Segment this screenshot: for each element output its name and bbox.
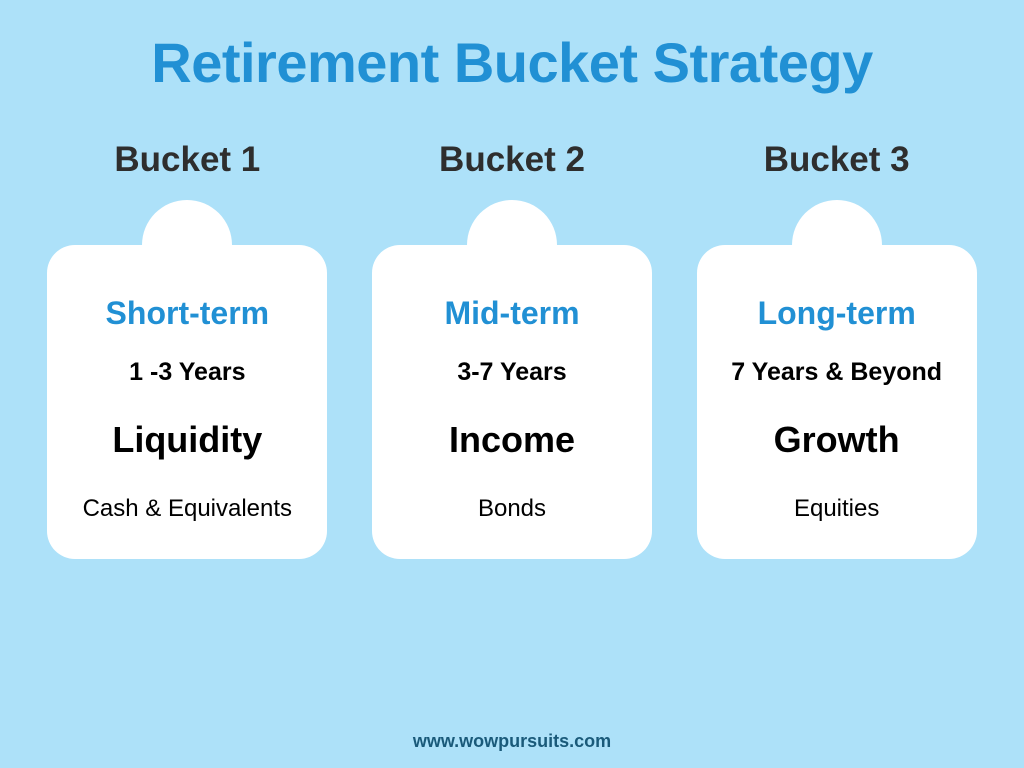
bucket-3-shape: Long-term 7 Years & Beyond Growth Equiti…: [697, 200, 977, 559]
bucket-1-shape: Short-term 1 -3 Years Liquidity Cash & E…: [47, 200, 327, 559]
bucket-1: Bucket 1 Short-term 1 -3 Years Liquidity…: [40, 140, 335, 559]
page-title: Retirement Bucket Strategy: [151, 30, 872, 95]
bucket-2-term: Mid-term: [444, 295, 579, 332]
bucket-2-body: Mid-term 3-7 Years Income Bonds: [372, 245, 652, 559]
bucket-3-asset: Equities: [794, 495, 879, 523]
bucket-1-years: 1 -3 Years: [129, 358, 245, 387]
bucket-3-strategy: Growth: [774, 419, 900, 461]
buckets-container: Bucket 1 Short-term 1 -3 Years Liquidity…: [40, 140, 984, 559]
bucket-3-body: Long-term 7 Years & Beyond Growth Equiti…: [697, 245, 977, 559]
bucket-3: Bucket 3 Long-term 7 Years & Beyond Grow…: [689, 140, 984, 559]
footer-url: www.wowpursuits.com: [413, 731, 611, 752]
bucket-2-asset: Bonds: [478, 495, 546, 523]
bucket-1-body: Short-term 1 -3 Years Liquidity Cash & E…: [47, 245, 327, 559]
bucket-3-term: Long-term: [758, 295, 916, 332]
bucket-1-term: Short-term: [106, 295, 270, 332]
bucket-2-shape: Mid-term 3-7 Years Income Bonds: [372, 200, 652, 559]
bucket-3-label: Bucket 3: [764, 140, 910, 180]
bucket-2-strategy: Income: [449, 419, 575, 461]
bucket-1-label: Bucket 1: [114, 140, 260, 180]
bucket-2-label: Bucket 2: [439, 140, 585, 180]
bucket-2-years: 3-7 Years: [457, 358, 566, 387]
bucket-1-asset: Cash & Equivalents: [83, 495, 292, 523]
bucket-1-strategy: Liquidity: [112, 419, 262, 461]
bucket-2: Bucket 2 Mid-term 3-7 Years Income Bonds: [365, 140, 660, 559]
bucket-3-years: 7 Years & Beyond: [731, 358, 942, 387]
